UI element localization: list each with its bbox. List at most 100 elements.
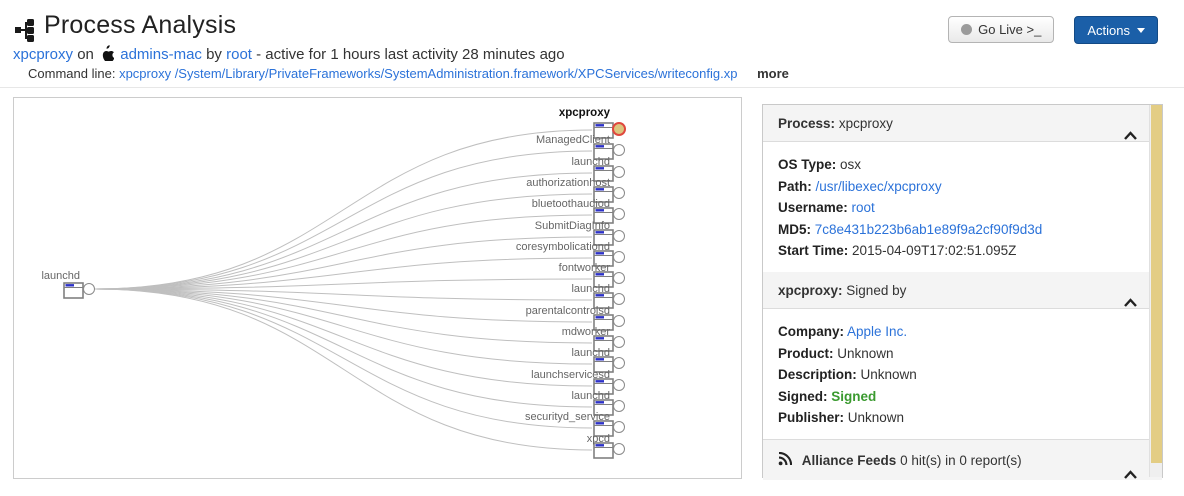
node-circle[interactable] xyxy=(613,293,625,305)
section-title-value: Signed by xyxy=(846,283,907,298)
command-line-label: Command line: xyxy=(28,66,116,81)
node-label[interactable]: launchd xyxy=(571,156,610,168)
detail-row: OS Type: osx xyxy=(778,157,862,172)
more-link[interactable]: more xyxy=(757,66,789,81)
go-live-label: Go Live >_ xyxy=(978,22,1042,37)
node-label[interactable]: xpcd xyxy=(586,433,610,445)
node-circle[interactable] xyxy=(613,208,625,220)
detail-row: Product: Unknown xyxy=(778,345,894,361)
node-label-launchd-parent[interactable]: launchd xyxy=(41,270,80,282)
node-circle[interactable] xyxy=(613,421,625,433)
process-edge xyxy=(94,214,593,290)
process-window-icon[interactable] xyxy=(593,378,614,400)
node-label[interactable]: launchservicesd xyxy=(531,369,610,381)
node-label[interactable]: SubmitDiagInfo xyxy=(534,220,610,232)
node-circle[interactable] xyxy=(613,272,625,284)
company-link[interactable]: Apple Inc. xyxy=(847,324,908,339)
product-value: Unknown xyxy=(837,345,894,361)
node-circle[interactable] xyxy=(613,315,625,327)
os-type-value: osx xyxy=(840,157,862,172)
process-window-icon[interactable] xyxy=(593,207,614,229)
process-edge xyxy=(94,288,593,429)
host-link[interactable]: admins-mac xyxy=(120,46,202,63)
caret-down-icon xyxy=(1137,27,1145,33)
process-summary-line: xpcproxy on admins-mac by root - active … xyxy=(13,44,565,65)
command-line-row: Command line: xpcproxy /System/Library/P… xyxy=(28,66,789,81)
section-title-label: Process: xyxy=(778,116,836,131)
node-circle[interactable] xyxy=(613,166,625,178)
node-label[interactable]: bluetoothaudiod xyxy=(531,198,610,210)
detail-row: Signed: Signed xyxy=(778,388,877,404)
process-name-link[interactable]: xpcproxy xyxy=(13,46,74,63)
detail-row: Path: /usr/libexec/xpcproxy xyxy=(778,178,942,194)
apple-os-icon xyxy=(100,44,115,65)
node-label-xpcproxy[interactable]: xpcproxy xyxy=(558,107,610,119)
username-link[interactable]: root xyxy=(851,200,875,215)
node-label[interactable]: fontworker xyxy=(558,262,610,274)
alliance-hits-value: 0 hit(s) in 0 report(s) xyxy=(900,453,1022,468)
scrollbar-track[interactable] xyxy=(1149,105,1162,477)
process-edge xyxy=(94,278,593,290)
command-line-value[interactable]: xpcproxy /System/Library/PrivateFramewor… xyxy=(119,66,738,81)
user-link[interactable]: root xyxy=(226,46,252,63)
process-edge xyxy=(94,257,593,290)
section-header-alliance-feeds[interactable]: Alliance Feeds 0 hit(s) in 0 report(s) xyxy=(763,439,1162,480)
node-label[interactable]: ManagedClient xyxy=(536,134,610,146)
node-circle[interactable] xyxy=(613,230,625,242)
publisher-value: Unknown xyxy=(847,410,905,425)
process-window-icon[interactable] xyxy=(63,282,84,304)
node-circle[interactable] xyxy=(613,400,625,412)
section-header-process[interactable]: Process: xpcproxy xyxy=(763,105,1162,142)
process-edge xyxy=(94,288,593,408)
node-label[interactable]: launchd xyxy=(571,283,610,295)
detail-row: Publisher: Unknown xyxy=(778,410,905,425)
process-window-icon[interactable] xyxy=(593,420,614,442)
node-label[interactable]: coresymbolicationd xyxy=(515,241,610,253)
start-time-value: 2015-04-09T17:02:51.095Z xyxy=(852,243,1017,258)
node-circle[interactable] xyxy=(613,336,625,348)
node-circle[interactable] xyxy=(613,187,625,199)
chevron-up-icon[interactable] xyxy=(1123,285,1138,322)
chevron-up-icon[interactable] xyxy=(1123,455,1138,496)
node-label[interactable]: authorizationhost xyxy=(526,177,610,189)
scrollbar-thumb[interactable] xyxy=(1151,105,1162,463)
node-label[interactable]: launchd xyxy=(571,390,610,402)
section-header-signed-by[interactable]: xpcproxy: Signed by xyxy=(763,272,1162,309)
node-circle[interactable] xyxy=(613,357,625,369)
node-circle[interactable] xyxy=(613,443,625,455)
process-window-icon[interactable] xyxy=(593,250,614,272)
page-title: Process Analysis xyxy=(44,11,237,39)
detail-row: Description: Unknown xyxy=(778,367,917,382)
go-live-button[interactable]: Go Live >_ xyxy=(948,16,1055,43)
node-circle[interactable] xyxy=(613,379,625,391)
process-window-icon[interactable] xyxy=(593,292,614,314)
process-edge xyxy=(94,150,593,290)
node-circle-launchd-parent[interactable] xyxy=(83,283,95,295)
node-label[interactable]: mdworker xyxy=(561,326,610,338)
process-window-icon[interactable] xyxy=(593,165,614,187)
process-edge xyxy=(94,288,593,344)
chevron-up-icon[interactable] xyxy=(1123,118,1138,155)
by-text: by xyxy=(206,46,222,63)
section-title-label: xpcproxy: xyxy=(778,283,843,298)
node-circle-xpcproxy-selected[interactable] xyxy=(612,122,626,136)
process-window-icon[interactable] xyxy=(593,314,614,336)
node-label[interactable]: securityd_service xyxy=(525,411,610,423)
detail-row: Company: Apple Inc. xyxy=(778,324,908,339)
md5-link[interactable]: 7c8e431b223b6ab1e89f9a2cf90f9d3d xyxy=(814,221,1043,237)
process-edge xyxy=(94,236,593,290)
process-tree-icon xyxy=(14,17,40,48)
node-circle[interactable] xyxy=(613,144,625,156)
detail-row: Start Time: 2015-04-09T17:02:51.095Z xyxy=(778,243,1017,258)
node-label[interactable]: launchd xyxy=(571,347,610,359)
process-window-icon[interactable] xyxy=(593,442,614,464)
node-label[interactable]: parentalcontrolsd xyxy=(525,305,610,317)
detail-row: Username: root xyxy=(778,200,875,215)
node-circle[interactable] xyxy=(613,251,625,263)
on-text: on xyxy=(77,46,94,63)
signed-section-body: Company: Apple Inc. Product: Unknown Des… xyxy=(763,309,1162,439)
actions-button[interactable]: Actions xyxy=(1074,16,1158,44)
process-window-icon[interactable] xyxy=(593,356,614,378)
path-link[interactable]: /usr/libexec/xpcproxy xyxy=(815,178,942,194)
